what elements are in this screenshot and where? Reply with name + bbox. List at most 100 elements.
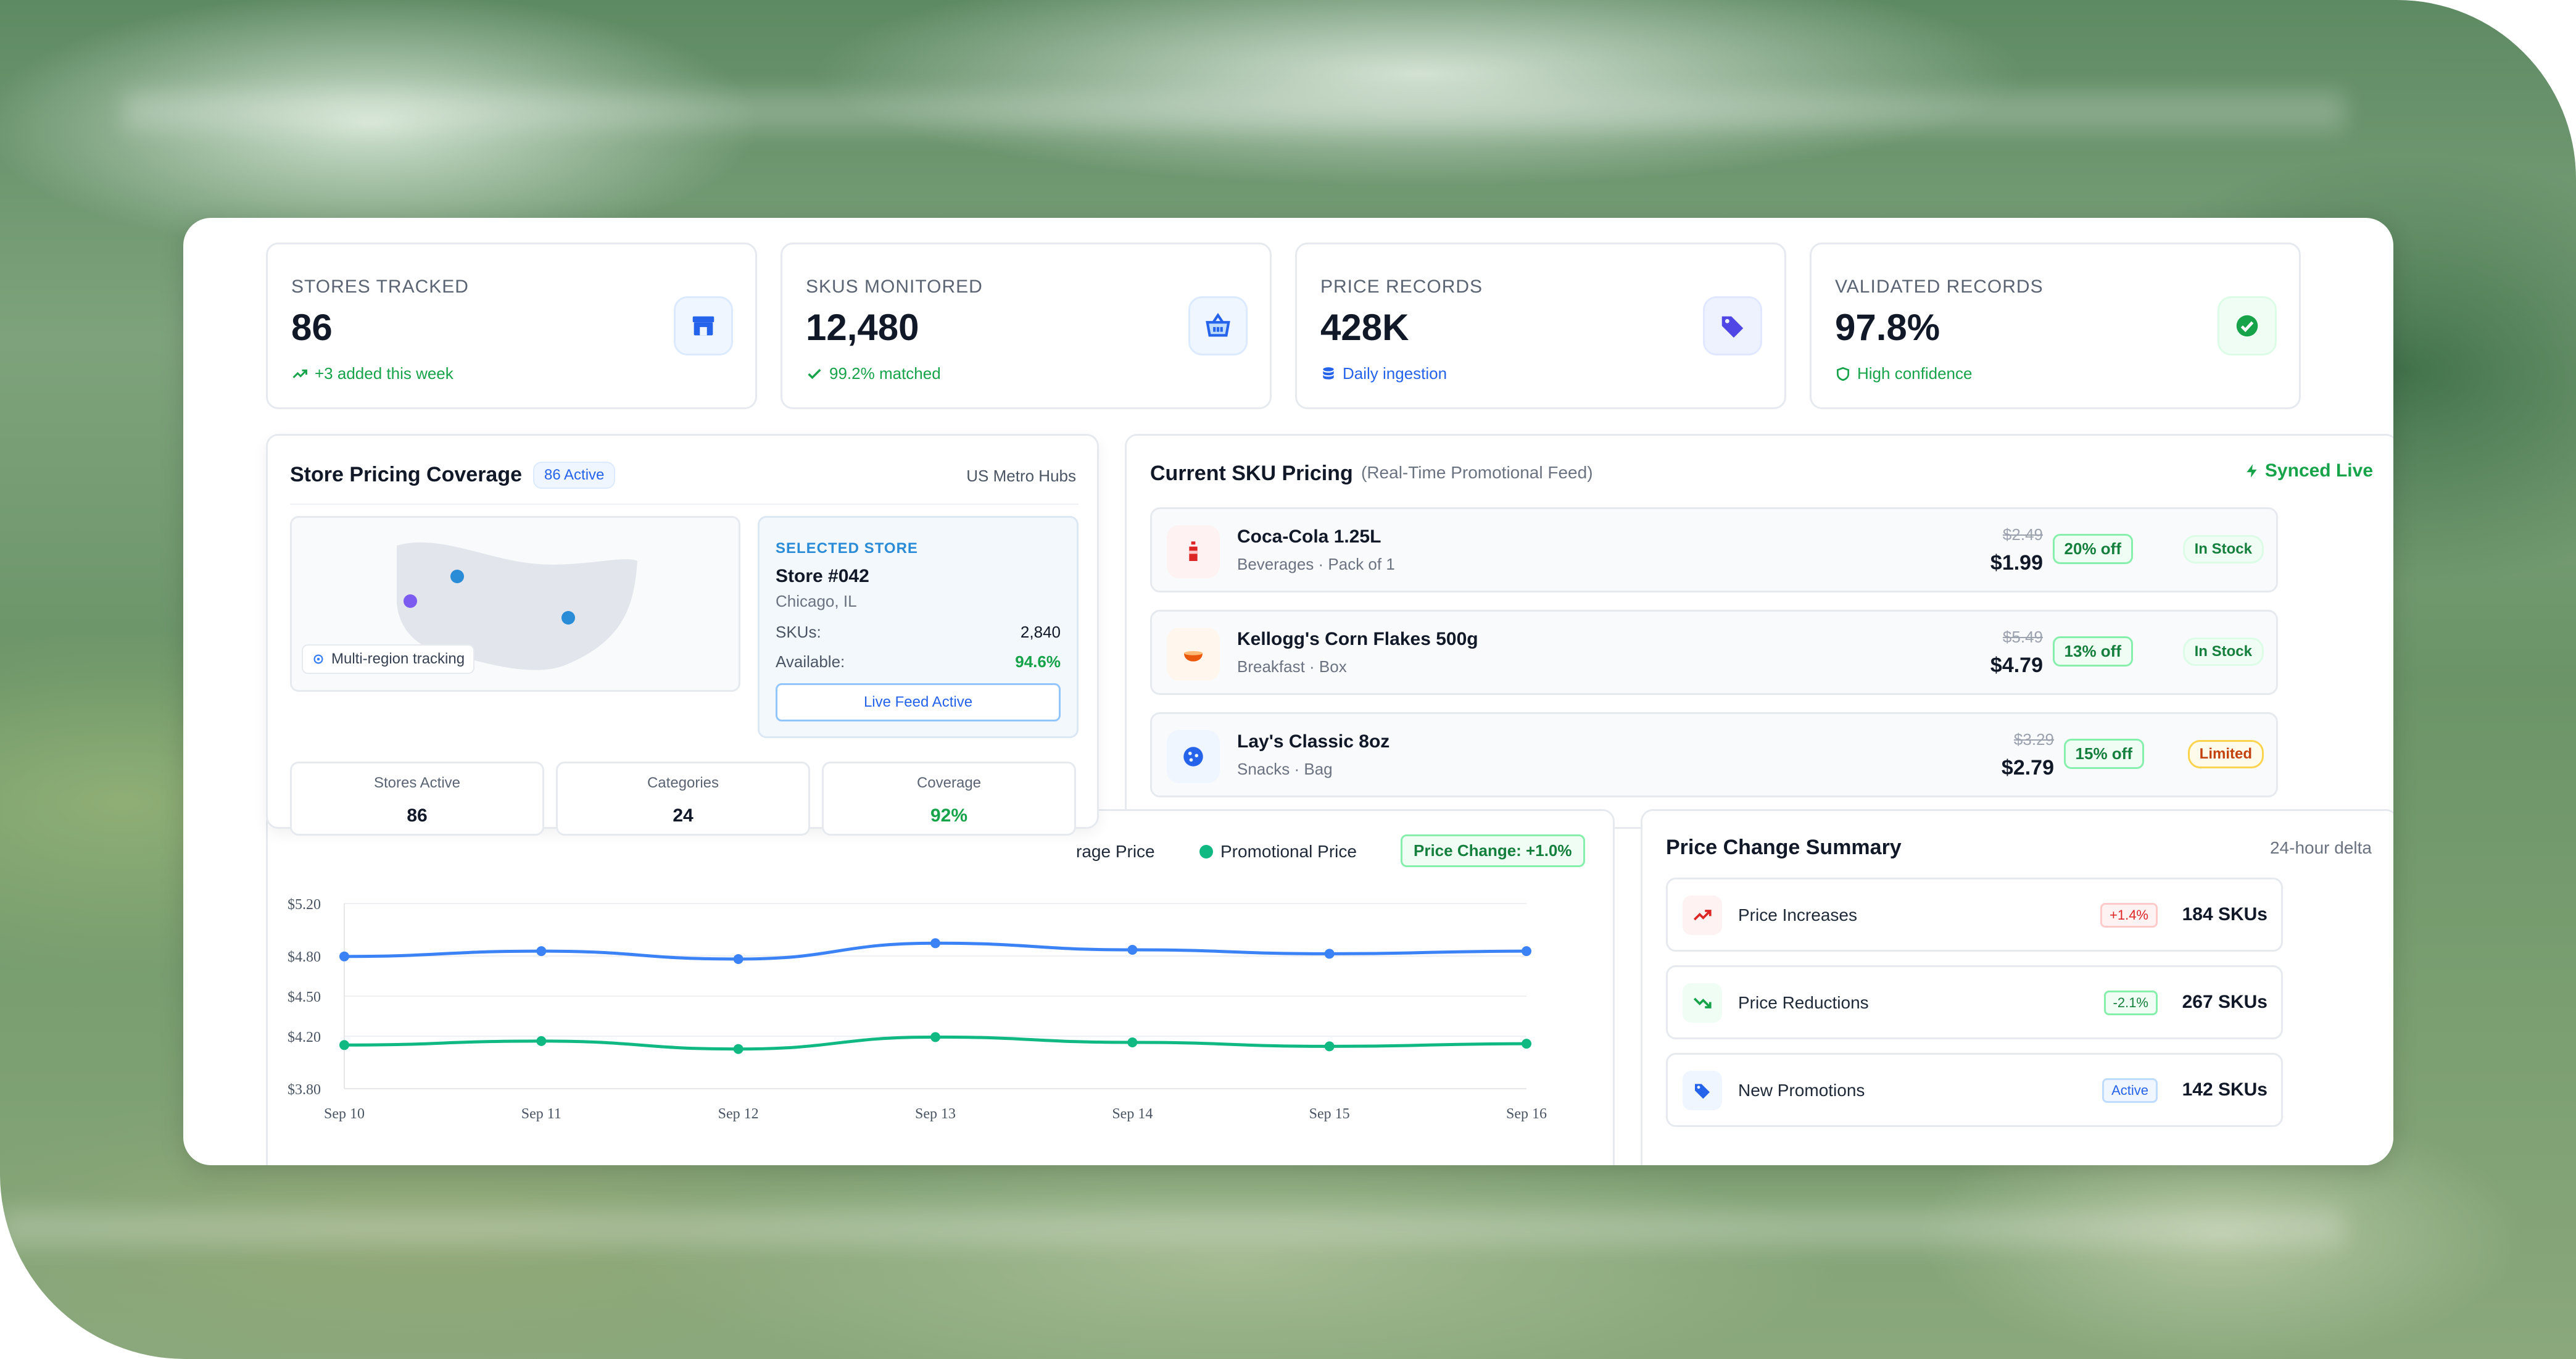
available-value: 94.6% (1015, 652, 1061, 671)
data-point[interactable] (930, 1032, 940, 1042)
cookie-icon (1167, 730, 1220, 783)
kpi-label: VALIDATED RECORDS (1835, 276, 2044, 297)
summary-badge: Active (2102, 1078, 2158, 1103)
map-pin-icon[interactable] (404, 594, 417, 608)
selected-store-name: Store #042 (776, 566, 869, 586)
sku-price: $1.99 (1990, 551, 2043, 575)
store-icon (674, 296, 733, 355)
legend-promotional: Promotional Price (1199, 842, 1357, 862)
summary-row-reductions[interactable]: Price Reductions -2.1% 267 SKUs (1666, 965, 2283, 1039)
data-point[interactable] (1324, 1041, 1335, 1052)
data-point[interactable] (1127, 1037, 1138, 1047)
summary-count: 267 SKUs (2182, 992, 2267, 1012)
kpi-value: 97.8% (1835, 307, 1940, 348)
data-point[interactable] (733, 1044, 743, 1054)
legend-average-fragment: rage Price (1076, 842, 1155, 861)
live-feed-button[interactable]: Live Feed Active (776, 683, 1061, 721)
discount-badge: 13% off (2052, 636, 2133, 667)
summary-delta: 24-hour delta (2269, 838, 2372, 857)
divider (290, 504, 1079, 505)
summary-badge: -2.1% (2103, 991, 2158, 1015)
tag-icon (1703, 296, 1762, 355)
data-point[interactable] (339, 1040, 349, 1050)
sku-row[interactable]: Kellogg's Corn Flakes 500g Breakfast · B… (1150, 610, 2278, 695)
sku-row[interactable]: Lay's Classic 8oz Snacks · Bag $3.29 $2.… (1150, 712, 2278, 797)
legend-promotional-label: Promotional Price (1220, 842, 1357, 861)
stat-label: Coverage (916, 775, 982, 791)
stat-label: Stores Active (373, 775, 461, 791)
y-tick-label: $4.80 (288, 949, 321, 965)
data-point[interactable] (1522, 1039, 1531, 1049)
summary-row-promotions[interactable]: New Promotions Active 142 SKUs (1666, 1053, 2283, 1127)
sku-row[interactable]: Coca-Cola 1.25L Beverages · Pack of 1 $2… (1150, 507, 2278, 592)
skus-label: SKUs: (776, 623, 821, 641)
stat-categories: Categories 24 (556, 762, 810, 836)
kpi-sub-text: Daily ingestion (1343, 364, 1447, 383)
data-point[interactable] (1127, 945, 1138, 955)
stat-value: 86 (407, 805, 428, 826)
sku-meta: Beverages · Pack of 1 (1237, 555, 1395, 573)
kpi-card-price-records: PRICE RECORDS 428K Daily ingestion (1295, 243, 1786, 409)
x-tick-label: Sep 13 (915, 1106, 956, 1122)
basket-icon (1188, 296, 1248, 355)
data-point[interactable] (733, 954, 743, 964)
check-circle-icon (2218, 296, 2277, 355)
discount-badge: 20% off (2052, 534, 2133, 564)
map-legend-label: Multi-region tracking (331, 650, 465, 667)
sku-old-price: $5.49 (2002, 628, 2043, 646)
bowl-icon (1167, 628, 1220, 681)
sku-title: Current SKU Pricing (1150, 462, 1353, 485)
price-change-summary-card: Price Change Summary 24-hour delta Price… (1641, 809, 2393, 1165)
kpi-value: 12,480 (806, 307, 919, 348)
data-point[interactable] (1324, 949, 1335, 959)
sync-label: Synced Live (2264, 460, 2373, 481)
check-icon (808, 368, 821, 379)
kpi-value: 428K (1320, 307, 1409, 348)
map-pin-icon[interactable] (450, 570, 464, 583)
kpi-sub: Daily ingestion (1320, 364, 1447, 383)
x-tick-label: Sep 12 (718, 1106, 759, 1122)
price-trend-chart-card: rage Price Promotional Price Price Chang… (266, 809, 1615, 1165)
data-point[interactable] (339, 951, 349, 962)
x-tick-label: Sep 16 (1506, 1106, 1547, 1122)
trend-up-icon (292, 369, 307, 378)
x-tick-label: Sep 10 (324, 1106, 365, 1122)
stock-status: Limited (2187, 740, 2264, 768)
map-pin-icon[interactable] (561, 611, 575, 625)
coverage-map[interactable]: Multi-region tracking (290, 516, 740, 692)
trend-down-icon (1683, 983, 1722, 1023)
skus-value: 2,840 (1020, 623, 1061, 641)
summary-label: Price Increases (1738, 905, 1857, 925)
sku-price: $2.79 (2001, 756, 2054, 779)
data-point[interactable] (1522, 946, 1531, 957)
stat-value: 92% (930, 805, 968, 826)
summary-label: Price Reductions (1738, 993, 1869, 1012)
kpi-card-stores: STORES TRACKED 86 +3 added this week (266, 243, 757, 409)
sku-name: Coca-Cola 1.25L (1237, 526, 1381, 547)
kpi-card-validated: VALIDATED RECORDS 97.8% High confidence (1810, 243, 2301, 409)
kpi-label: PRICE RECORDS (1320, 276, 1483, 297)
sku-pricing-card: Current SKU Pricing (Real-Time Promotion… (1125, 434, 2393, 829)
kpi-value: 86 (291, 307, 333, 348)
lightning-icon (2247, 464, 2257, 478)
summary-count: 184 SKUs (2182, 904, 2267, 925)
kpi-label: SKUS MONITORED (806, 276, 983, 297)
kpi-card-skus: SKUS MONITORED 12,480 99.2% matched (781, 243, 1272, 409)
legend-dot-icon (1199, 845, 1213, 858)
summary-title: Price Change Summary (1666, 836, 1902, 859)
sku-meta: Snacks · Bag (1237, 760, 1333, 778)
data-point[interactable] (536, 1036, 547, 1046)
selected-heading: SELECTED STORE (776, 540, 918, 557)
data-point[interactable] (536, 946, 547, 957)
sku-old-price: $2.49 (2002, 525, 2043, 544)
data-point[interactable] (930, 938, 940, 949)
database-icon (1323, 367, 1334, 380)
active-count-badge: 86 Active (533, 462, 616, 489)
summary-badge: +1.4% (2100, 903, 2158, 928)
summary-count: 142 SKUs (2182, 1079, 2267, 1100)
kpi-sub: High confidence (1835, 364, 1972, 383)
summary-row-increases[interactable]: Price Increases +1.4% 184 SKUs (1666, 878, 2283, 952)
crosshair-icon (313, 654, 323, 664)
available-label: Available: (776, 652, 845, 671)
